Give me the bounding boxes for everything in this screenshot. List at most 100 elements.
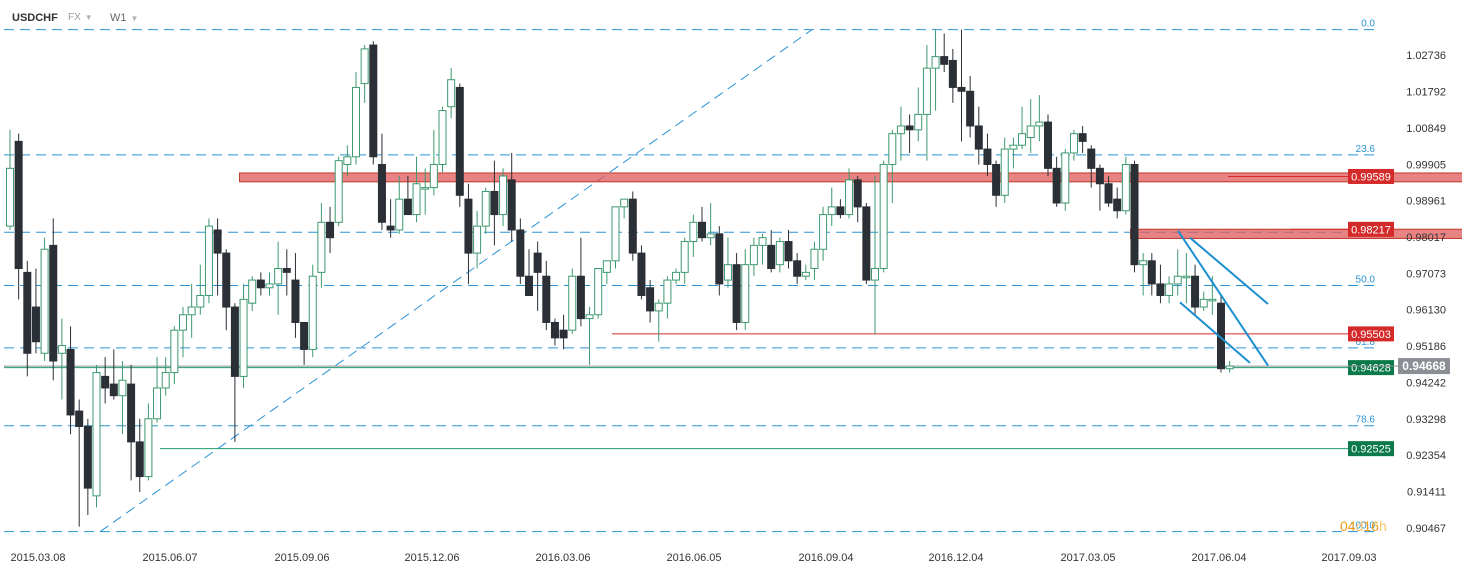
candle-body: [274, 268, 283, 285]
market-dropdown[interactable]: FX ▼: [68, 12, 93, 23]
price-level-value: 0.94628: [1351, 363, 1391, 375]
candle-body: [1113, 198, 1122, 212]
candle-body: [213, 229, 222, 254]
x-tick-label: 2017.06.04: [1191, 552, 1246, 564]
market-label: FX: [68, 12, 81, 23]
candle-body: [412, 183, 421, 216]
candle-body: [1000, 148, 1009, 196]
candle-body: [966, 90, 975, 127]
candle-body: [300, 321, 309, 350]
candle-body: [447, 79, 456, 108]
x-tick-label: 2017.03.05: [1060, 552, 1115, 564]
y-tick-label: 0.98961: [1406, 196, 1446, 208]
candle-body: [1121, 163, 1130, 212]
candle-body: [101, 375, 110, 389]
price-level-value: 0.92525: [1351, 444, 1391, 456]
y-tick-label: 0.94242: [1406, 377, 1446, 389]
candle-body: [118, 379, 127, 397]
candle-body: [352, 86, 360, 158]
candle-body: [1069, 133, 1078, 154]
candle-body: [680, 241, 689, 273]
candle-body: [974, 125, 983, 150]
y-tick-label: 0.93298: [1406, 414, 1446, 426]
fib-level-label: 50.0: [1356, 274, 1376, 285]
candle-body: [291, 279, 300, 323]
fib-level-label: 23.6: [1356, 144, 1376, 155]
candle-body: [948, 59, 957, 88]
candle-body: [308, 275, 317, 350]
candle-body: [620, 198, 629, 208]
timeframe-label: W1: [110, 12, 127, 24]
candle-body: [879, 163, 888, 270]
candle-body: [611, 206, 620, 262]
y-tick-label: 1.00849: [1406, 123, 1446, 135]
candle-body: [170, 329, 179, 374]
symbol-label[interactable]: USDCHF: [12, 12, 58, 24]
y-tick-label: 0.96130: [1406, 305, 1446, 317]
x-tick-label: 2017.09.03: [1321, 552, 1376, 564]
fib-level-label: 78.6: [1356, 415, 1376, 426]
candle-body: [40, 248, 49, 354]
resistance-zone: [239, 172, 1462, 183]
candle-body: [438, 110, 447, 165]
candle-body: [23, 271, 32, 354]
wedge-lower-line: [1179, 301, 1251, 364]
candle-body: [135, 441, 144, 478]
candle-body: [1018, 133, 1027, 146]
candle-body: [334, 160, 343, 223]
candle-body: [992, 163, 1001, 196]
current-price-tag: [1398, 358, 1450, 375]
candle-body: [542, 275, 551, 323]
candle-body: [1225, 365, 1234, 370]
candle-body: [386, 225, 395, 231]
candle-body: [654, 302, 663, 312]
candle-body: [516, 229, 525, 277]
candle-body: [1104, 183, 1113, 204]
candle-body: [568, 275, 577, 331]
timeframe-dropdown[interactable]: W1 ▼: [110, 12, 138, 24]
candle-body: [784, 241, 793, 262]
fib-level-label: 61.8: [1356, 337, 1376, 348]
x-tick-label: 2015.06.07: [142, 552, 197, 564]
candle-body: [66, 348, 75, 416]
x-tick-label: 2016.06.05: [666, 552, 721, 564]
candle-body: [490, 190, 499, 216]
candle-body: [1139, 260, 1148, 266]
candle-body: [940, 56, 949, 65]
y-tick-label: 0.98017: [1406, 232, 1446, 244]
candle-body: [326, 221, 335, 239]
price-level-tag: [1348, 221, 1394, 237]
candle-body: [1199, 298, 1208, 308]
candle-body: [715, 233, 724, 285]
candle-body: [585, 314, 594, 320]
candle-body: [92, 372, 101, 497]
candle-body: [698, 221, 706, 239]
candle-body: [1087, 148, 1096, 169]
fib-level-label: 0.0: [1361, 19, 1375, 30]
candle-body: [282, 268, 291, 273]
candle-body: [732, 264, 741, 323]
y-tick-label: 0.90467: [1406, 523, 1446, 535]
candle-body: [827, 206, 836, 216]
candle-body: [455, 86, 464, 196]
candle-body: [1044, 121, 1052, 169]
candle-body: [1035, 121, 1044, 127]
candle-body: [187, 306, 196, 316]
candle-body: [507, 179, 516, 231]
candle-body: [862, 206, 871, 281]
x-tick-label: 2016.12.04: [928, 552, 983, 564]
price-level-value: 0.99589: [1351, 171, 1391, 183]
candle-body: [1052, 167, 1061, 204]
candle-body: [845, 179, 854, 216]
candle-body: [153, 387, 162, 420]
candle-body: [793, 260, 802, 277]
candle-body: [49, 244, 58, 362]
wedge-top-line: [1189, 236, 1269, 305]
candle-body: [265, 283, 274, 289]
candle-body: [801, 271, 810, 277]
candle-body: [429, 163, 438, 189]
candle-body: [75, 410, 84, 427]
x-tick-label: 2015.09.06: [274, 552, 329, 564]
candle-body: [1182, 275, 1191, 279]
